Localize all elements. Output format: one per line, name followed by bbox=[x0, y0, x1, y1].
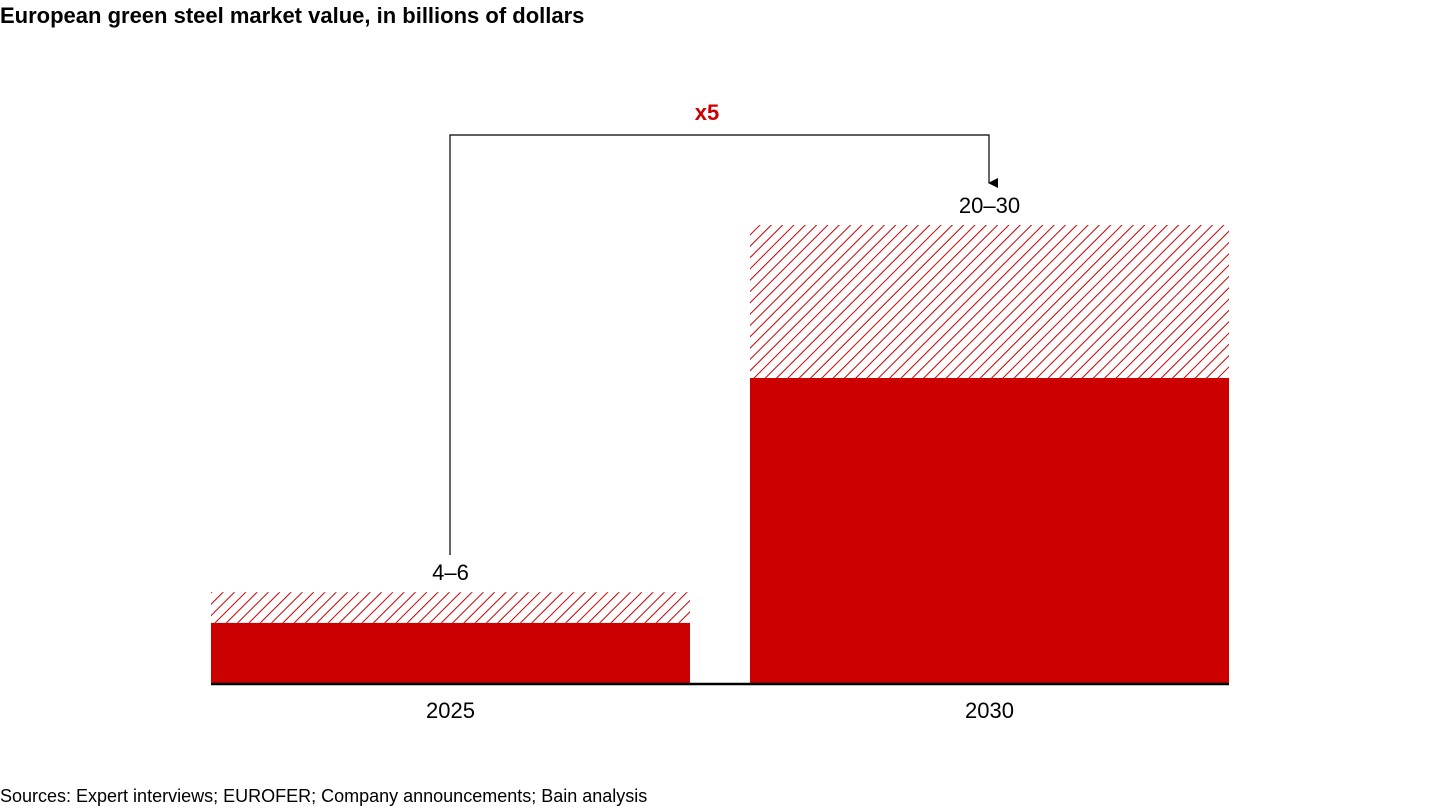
source-note: Sources: Expert interviews; EUROFER; Com… bbox=[0, 786, 647, 806]
value-label: 20–30 bbox=[959, 193, 1020, 218]
value-label: 4–6 bbox=[432, 560, 469, 585]
chart-title: European green steel market value, in bi… bbox=[0, 3, 584, 28]
growth-annotation: x5 bbox=[695, 100, 719, 125]
bar-range bbox=[211, 592, 690, 623]
growth-arrow bbox=[449, 134, 998, 555]
x-tick-label: 2030 bbox=[965, 698, 1014, 723]
x-tick-label: 2025 bbox=[426, 698, 475, 723]
bar-range bbox=[750, 225, 1229, 378]
bar-solid bbox=[211, 622, 690, 684]
bar-solid bbox=[750, 378, 1229, 684]
